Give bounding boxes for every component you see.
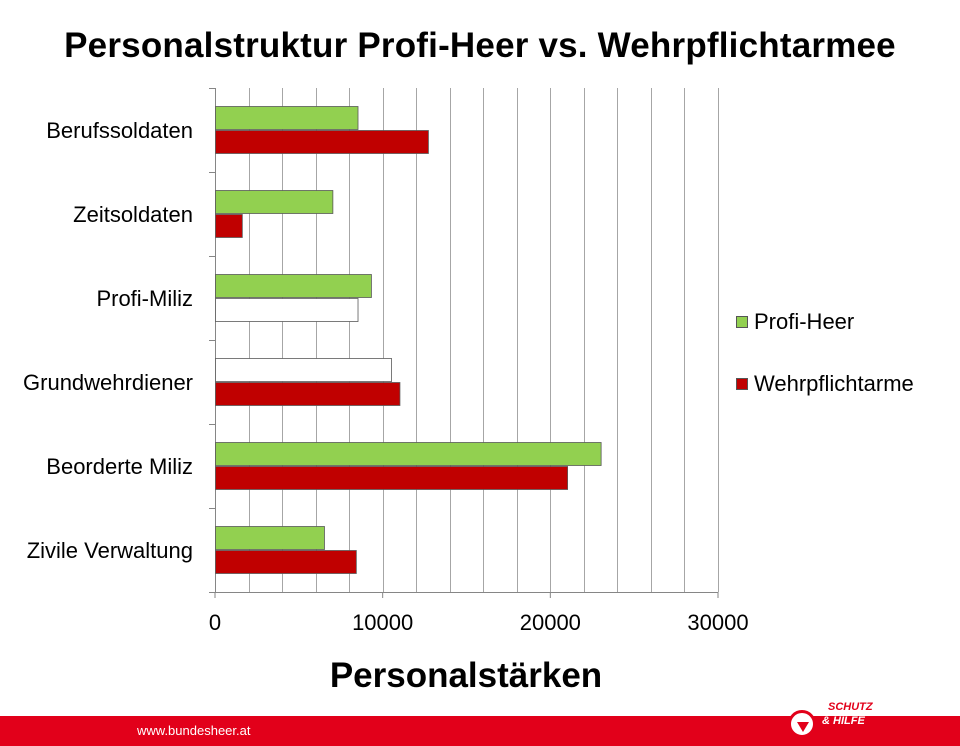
bar-wehrpflichtarme-profi-miliz <box>215 298 359 322</box>
legend-swatch-wehrpflichtarme <box>736 378 748 390</box>
x-tick-label: 0 <box>209 610 221 635</box>
footer-url[interactable]: www.bundesheer.at <box>137 723 251 738</box>
bar-wehrpflichtarme-berufssoldaten <box>215 130 429 154</box>
bar-profi-heer-beorderte-miliz <box>215 442 602 466</box>
x-tick-label: 30000 <box>687 610 748 635</box>
y-tick-label: Grundwehrdiener <box>23 370 193 395</box>
legend-label-profi-heer: Profi-Heer <box>754 309 855 334</box>
bar-chart: 0 10000 20000 30000 Berufssoldaten Zeitsoldat… <box>23 88 749 635</box>
chart-title: Personalstruktur Profi-Heer vs. Wehrpfli… <box>64 26 896 65</box>
y-tick-label: Beorderte Miliz <box>46 454 193 479</box>
x-axis-label: Personalstärken <box>329 656 603 695</box>
y-tick-label: Zeitsoldaten <box>73 202 193 227</box>
bar-profi-heer-zeitsoldaten <box>215 190 334 214</box>
bar-wehrpflichtarme-beorderte-miliz <box>215 466 569 490</box>
legend: Profi-Heer Wehrpflichtarme <box>736 308 914 432</box>
x-tick-label: 10000 <box>352 610 413 635</box>
logo-line-2: & HILFE <box>822 715 865 727</box>
bar-profi-heer-berufssoldaten <box>215 106 359 130</box>
y-tick-label: Zivile Verwaltung <box>27 538 193 563</box>
x-tick-label: 20000 <box>520 610 581 635</box>
bundesheer-logo: SCHUTZ & HILFE <box>788 700 908 746</box>
bar-wehrpflichtarme-zeitsoldaten <box>215 214 243 238</box>
legend-item-profi-heer: Profi-Heer <box>736 308 914 336</box>
bar-wehrpflichtarme-grundwehrdiener <box>215 382 401 406</box>
bar-profi-heer-grundwehrdiener <box>215 358 392 382</box>
logo-circle-icon <box>788 710 816 738</box>
bar-profi-heer-zivile-verwaltung <box>215 526 325 550</box>
legend-swatch-profi-heer <box>736 316 748 328</box>
logo-text: SCHUTZ & HILFE <box>822 700 873 728</box>
bar-profi-heer-profi-miliz <box>215 274 372 298</box>
bar-wehrpflichtarme-zivile-verwaltung <box>215 550 357 574</box>
y-tick-label: Berufssoldaten <box>46 118 193 143</box>
legend-item-wehrpflichtarme: Wehrpflichtarme <box>736 370 914 398</box>
y-tick-label: Profi-Miliz <box>96 286 193 311</box>
legend-label-wehrpflichtarme: Wehrpflichtarme <box>754 371 914 396</box>
logo-line-1: SCHUTZ <box>828 701 873 713</box>
